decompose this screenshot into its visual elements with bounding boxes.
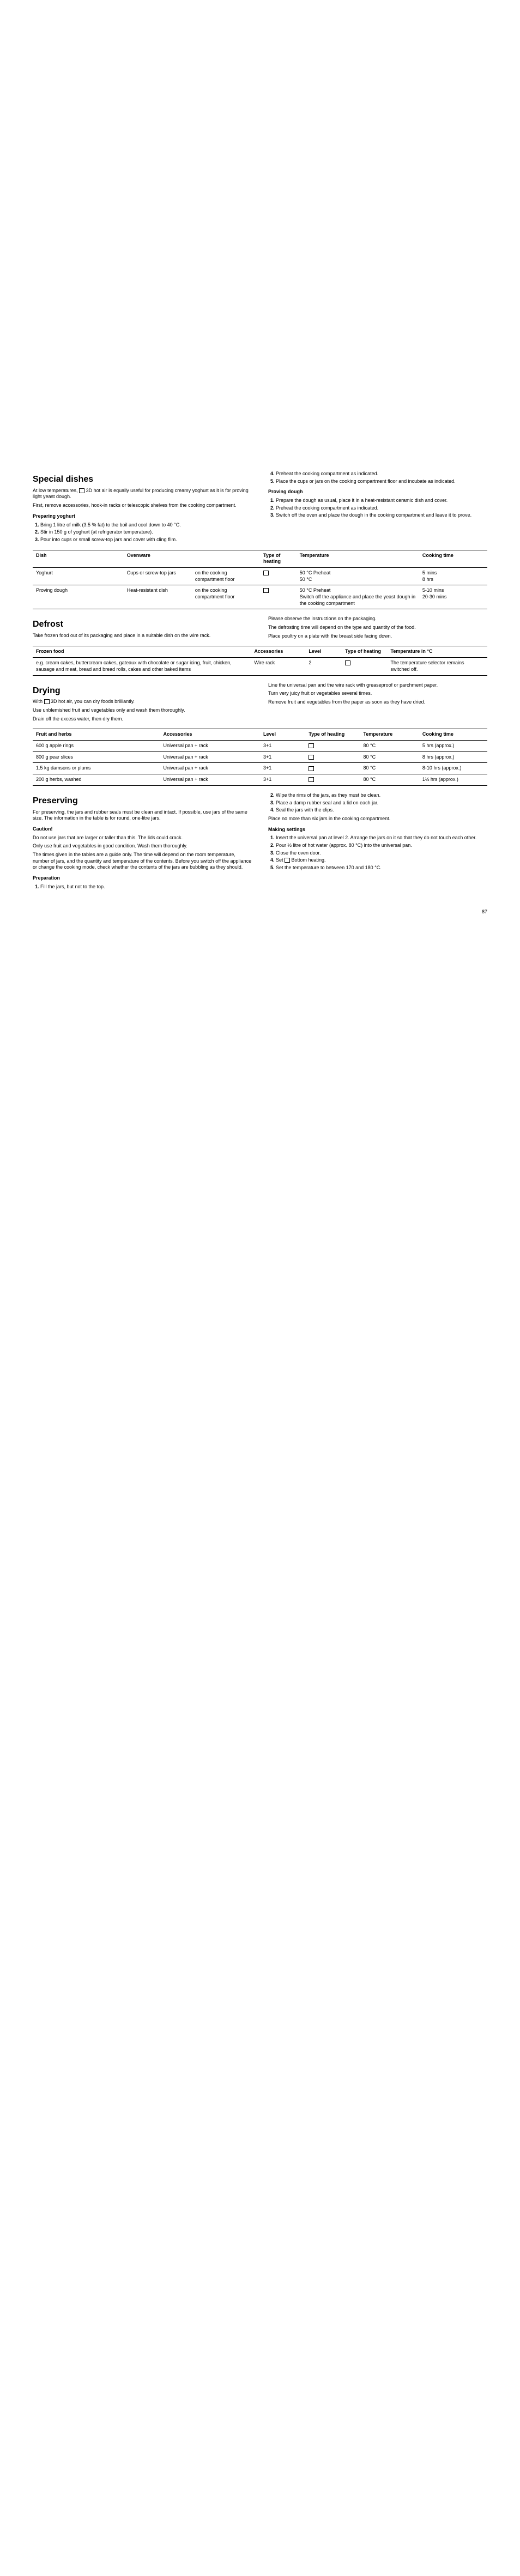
heading-proving-dough: Proving dough [268, 489, 487, 495]
table-row: 800 g pear slices Universal pan + rack 3… [33, 751, 487, 763]
col-temp: Temperature [360, 729, 419, 741]
table-row: Proving dough Heat-resistant dish on the… [33, 585, 487, 609]
heading-preparation: Preparation [33, 875, 252, 882]
paragraph: Place poultry on a plate with the breast… [268, 633, 487, 640]
col-blank [192, 550, 260, 567]
col-heating: Type of heating [342, 646, 387, 658]
hotair-icon [44, 699, 50, 704]
heading-drying: Drying [33, 686, 252, 697]
table-row: 200 g herbs, washed Universal pan + rack… [33, 774, 487, 786]
proving-steps: Prepare the dough as usual, place it in … [268, 498, 487, 519]
yoghurt-steps-cont: Preheat the cooking compartment as indic… [268, 471, 487, 484]
document-page: Special dishes At low temperatures, At l… [0, 0, 520, 948]
table-row: e.g. cream cakes, buttercream cakes, gat… [33, 658, 487, 675]
hotair-icon [79, 488, 84, 493]
paragraph: Use unblemished fruit and vegetables onl… [33, 707, 252, 714]
col-fruit: Fruit and herbs [33, 729, 160, 741]
hotair-icon [309, 743, 314, 748]
col-temp: Temperature [297, 550, 419, 567]
paragraph: First, remove accessories, hook-in racks… [33, 502, 252, 509]
col-level: Level [305, 646, 342, 658]
hotair-icon [309, 755, 314, 760]
heading-defrost: Defrost [33, 619, 252, 631]
yoghurt-steps: Bring 1 litre of milk (3.5 % fat) to the… [33, 522, 252, 543]
table-row: 1.5 kg damsons or plums Universal pan + … [33, 763, 487, 774]
hotair-icon [263, 571, 269, 575]
col-temp: Temperature in °C [388, 646, 488, 658]
col-accessories: Accessories [160, 729, 260, 741]
step: Seal the jars with the clips. [276, 807, 487, 814]
paragraph: The defrosting time will depend on the t… [268, 625, 487, 631]
step: Stir in 150 g of yoghurt (at refrigerato… [40, 529, 252, 536]
paragraph: Please observe the instructions on the p… [268, 616, 487, 622]
step: Switch off the oven and place the dough … [276, 512, 487, 519]
hotair-icon [309, 766, 314, 771]
col-food: Frozen food [33, 646, 251, 658]
step: Pour ½ litre of hot water (approx. 80 °C… [276, 842, 487, 849]
step: Preheat the cooking compartment as indic… [276, 505, 487, 512]
prep-steps: Fill the jars, but not to the top. [33, 884, 252, 890]
paragraph: The times given in the tables are a guid… [33, 852, 252, 871]
defrost-table: Frozen food Accessories Level Type of he… [33, 646, 487, 675]
drying-table: Fruit and herbs Accessories Level Type o… [33, 729, 487, 785]
step: Set Bottom heating. [276, 857, 487, 864]
paragraph: Line the universal pan and the wire rack… [268, 682, 487, 689]
hotair-icon [309, 777, 314, 782]
paragraph: For preserving, the jars and rubber seal… [33, 809, 252, 822]
paragraph: Only use fruit and vegetables in good co… [33, 843, 252, 850]
heading-caution: Caution! [33, 826, 252, 833]
table-row: 600 g apple rings Universal pan + rack 3… [33, 741, 487, 752]
paragraph: Do not use jars that are larger or talle… [33, 835, 252, 841]
paragraph: At low temperatures, At low temperatures… [33, 488, 252, 500]
col-heating: Type of heating [260, 550, 297, 567]
step: Bring 1 litre of milk (3.5 % fat) to the… [40, 522, 252, 529]
col-heating: Type of heating [305, 729, 360, 741]
col-level: Level [260, 729, 305, 741]
heading-settings: Making settings [268, 827, 487, 833]
step: Pour into cups or small screw-top jars a… [40, 537, 252, 543]
step: Preheat the cooking compartment as indic… [276, 471, 487, 477]
bottom-heat-icon [285, 858, 290, 863]
table-row: Yoghurt Cups or screw-top jars on the co… [33, 567, 487, 585]
paragraph: Turn very juicy fruit or vegetables seve… [268, 690, 487, 697]
hotair-icon [263, 588, 269, 593]
step: Fill the jars, but not to the top. [40, 884, 252, 890]
paragraph: Take frozen food out of its packaging an… [33, 633, 252, 639]
step: Set the temperature to between 170 and 1… [276, 865, 487, 871]
col-time: Cooking time [419, 550, 487, 567]
paragraph: With 3D hot air, you can dry foods brill… [33, 699, 252, 705]
prep-steps-cont: Wipe the rims of the jars, as they must … [268, 792, 487, 814]
page-number: 87 [33, 909, 487, 916]
step: Insert the universal pan at level 2. Arr… [276, 835, 487, 841]
step: Wipe the rims of the jars, as they must … [276, 792, 487, 799]
step: Place a damp rubber seal and a lid on ea… [276, 800, 487, 807]
settings-steps: Insert the universal pan at level 2. Arr… [268, 835, 487, 871]
col-ovenware: Ovenware [124, 550, 192, 567]
col-dish: Dish [33, 550, 124, 567]
step: Close the oven door. [276, 850, 487, 857]
paragraph: Drain off the excess water, then dry the… [33, 716, 252, 723]
defrost-icon [345, 660, 350, 665]
step: Place the cups or jars on the cooking co… [276, 478, 487, 485]
col-accessories: Accessories [251, 646, 305, 658]
paragraph: Remove fruit and vegetables from the pap… [268, 699, 487, 706]
col-time: Cooking time [419, 729, 487, 741]
heading-preparing-yoghurt: Preparing yoghurt [33, 513, 252, 520]
step: Prepare the dough as usual, place it in … [276, 498, 487, 504]
heading-special-dishes: Special dishes [33, 474, 252, 486]
paragraph: Place no more than six jars in the cooki… [268, 816, 487, 822]
heading-preserving: Preserving [33, 796, 252, 807]
special-dishes-table: Dish Ovenware Type of heating Temperatur… [33, 550, 487, 610]
